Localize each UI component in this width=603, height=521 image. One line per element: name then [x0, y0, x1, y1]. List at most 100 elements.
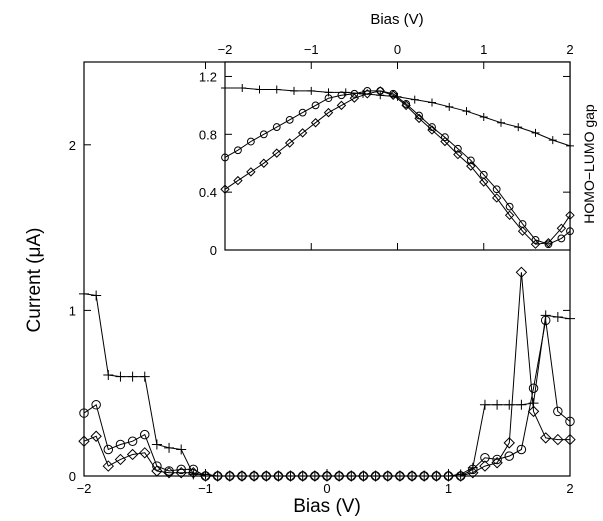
inset-diamond-point: [530, 239, 541, 249]
main-circle-point: [188, 464, 199, 475]
main-circle-point: [565, 416, 575, 427]
main-diamond-point: [309, 470, 321, 482]
main-diamond-point: [527, 405, 540, 418]
inset-x-ticks: −2 −1 0 1 2: [218, 42, 574, 250]
inset-plus-point: [514, 123, 523, 132]
inset-y-tick-label: 0.4: [199, 185, 217, 200]
inset-circle-point: [453, 144, 462, 153]
main-diamond-point: [260, 470, 272, 482]
main-plus-point: [516, 399, 527, 410]
inset-diamond-point: [220, 184, 230, 194]
main-diamond-point: [333, 470, 345, 482]
main-x-tick-label: −1: [198, 481, 213, 496]
main-plus-point: [127, 371, 138, 382]
main-x-tick-label: −2: [77, 481, 92, 496]
main-x-axis-label: Bias (V): [293, 496, 361, 517]
main-x-tick-label: 2: [566, 481, 573, 496]
inset-y-tick-label: 1.2: [199, 69, 217, 84]
main-circle-point: [528, 383, 539, 393]
main-circle-point: [127, 436, 138, 446]
main-circle-point: [79, 408, 89, 418]
inset-diamond-point: [284, 138, 295, 148]
inset-circle-point: [557, 234, 566, 243]
inset-circle-point: [298, 108, 307, 117]
inset-diamond-point: [414, 113, 424, 124]
inset-circle-point: [350, 89, 359, 98]
main-diamond-point: [163, 466, 175, 479]
inset-diamond-point: [517, 226, 528, 236]
main-diamond-point: [394, 470, 406, 482]
main-circle-point: [164, 466, 174, 476]
main-diamond-point: [515, 266, 528, 279]
main-diamond-point: [564, 433, 576, 446]
inset-circle-point: [566, 227, 574, 236]
main-diamond-point: [272, 470, 285, 482]
inset-y-tick-label: 0.8: [199, 127, 217, 142]
inset-diamond-point: [362, 89, 373, 99]
main-diamond-point: [382, 470, 394, 482]
main-x-tick-label: 0: [323, 481, 330, 496]
main-diamond-point: [90, 430, 102, 442]
main-y-tick-label: 0: [69, 469, 76, 484]
main-circle-point: [553, 406, 563, 417]
inset-circle-point: [505, 202, 514, 211]
inset-diamond-point: [297, 128, 308, 138]
main-diamond-point: [102, 460, 115, 472]
inset-circle-point: [272, 123, 281, 131]
inset-diamond-point: [466, 161, 476, 171]
main-plus-point: [139, 371, 150, 382]
inset-circle-point: [285, 115, 294, 124]
main-y-tick-label: 2: [69, 138, 76, 153]
main-plus-point: [552, 312, 563, 323]
main-diamond-point: [345, 470, 358, 482]
inset-plus-point: [221, 84, 229, 93]
main-diamond-point: [187, 466, 200, 479]
main-circle-point: [176, 464, 186, 475]
inset-y-ticks: 0 0.4 0.8 1.2: [199, 69, 570, 258]
inset-plus-point: [548, 136, 557, 145]
inset-x-tick-label: −2: [218, 42, 233, 57]
main-diamond-point: [418, 470, 430, 482]
inset-plus-point: [479, 112, 488, 121]
inset-diamond-point: [259, 158, 269, 168]
inset-diamond-point: [336, 100, 347, 111]
main-plus-point: [115, 371, 126, 382]
main-diamond-point: [539, 432, 552, 444]
inset-plus-point: [531, 128, 540, 137]
inset-diamond-point: [233, 175, 243, 186]
inset-plus-point: [290, 86, 298, 95]
inset-circle-point: [259, 130, 268, 139]
inset-plus-point: [307, 86, 316, 95]
main-plus-point: [151, 439, 162, 450]
main-circle-point: [480, 453, 490, 463]
main-diamond-point: [211, 470, 224, 482]
main-plus-point: [504, 399, 515, 410]
inset-plus-point: [497, 118, 505, 127]
inset-plus-point: [462, 107, 471, 116]
inset-circle-point: [246, 137, 255, 146]
main-diamond-point: [430, 470, 443, 482]
inset-diamond-point: [479, 177, 489, 187]
inset-plus-point: [238, 84, 247, 93]
inset-y-axis-label: HOMO−LUMO gap: [581, 104, 597, 224]
main-circle-point: [103, 444, 114, 455]
main-plus-point: [479, 399, 490, 410]
inset-diamond-point: [310, 118, 321, 128]
inset-circle-point: [311, 101, 320, 110]
main-diamond-point: [114, 453, 127, 466]
inset-x-tick-label: 0: [394, 42, 401, 57]
main-circle-point: [468, 464, 478, 475]
inset-circle-point: [221, 153, 229, 162]
main-diamond-point: [442, 470, 455, 482]
inset-diamond-point: [556, 223, 567, 234]
main-circle-point: [492, 454, 502, 465]
main-diamond-point: [406, 470, 418, 482]
inset-diamond-point: [401, 100, 411, 111]
inset-diamond-point: [323, 107, 334, 118]
main-diamond-point: [503, 437, 515, 449]
inset-y-tick-label: 0: [210, 243, 217, 258]
inset-diamond-point: [349, 93, 360, 103]
main-diamond-point: [552, 433, 564, 446]
inset-diamond-point: [504, 210, 515, 220]
